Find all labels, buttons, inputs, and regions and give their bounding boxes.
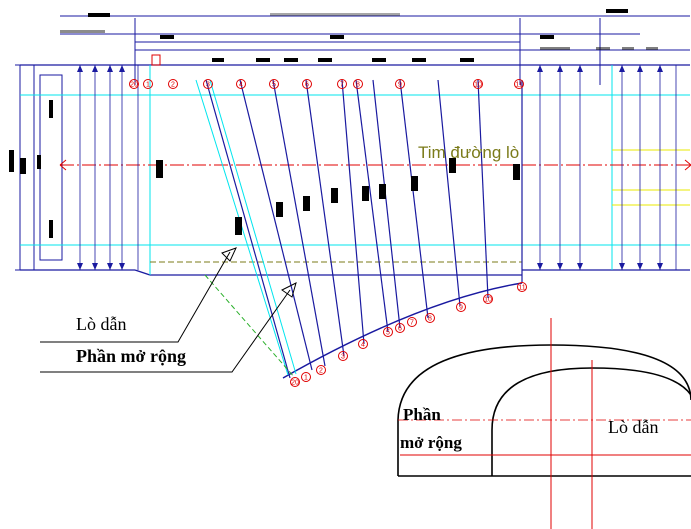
svg-text:20: 20 xyxy=(291,380,299,387)
svg-text:7: 7 xyxy=(340,82,344,89)
svg-text:9: 9 xyxy=(398,82,402,89)
svg-text:6: 6 xyxy=(398,326,402,333)
marker-top-10: 10 xyxy=(473,79,483,89)
marker-top-20: 20 xyxy=(129,79,139,89)
svg-text:4: 4 xyxy=(239,82,243,89)
marker-arc-20: 20 xyxy=(290,377,300,387)
section-inner-arch xyxy=(491,367,691,476)
tunnel-walls xyxy=(20,64,690,276)
marker-arc-2: 2 xyxy=(316,365,326,375)
cross-section: Phần mở rộng Lò dẫn xyxy=(397,318,691,529)
marker-arc-3: 3 xyxy=(338,351,348,361)
tim-duong-lo-label: Tim đường lò xyxy=(418,143,519,162)
marker-top-3: 3 xyxy=(203,79,213,89)
marker-arc-7: 7 xyxy=(407,317,417,327)
fan-lines xyxy=(239,79,489,371)
marker-top-2: 2 xyxy=(168,79,178,89)
marker-arc-1: 1 xyxy=(301,372,311,382)
marker-top-8: 8 xyxy=(353,79,363,89)
svg-text:8: 8 xyxy=(428,316,432,323)
support-lines xyxy=(79,65,677,270)
yellow-lines xyxy=(612,149,690,206)
svg-text:1: 1 xyxy=(304,375,308,382)
marker-top-5: 5 xyxy=(269,79,279,89)
lo-dan-arrowhead xyxy=(221,247,237,262)
marker-top-9: 9 xyxy=(395,79,405,89)
svg-text:7: 7 xyxy=(410,320,414,327)
marker-top-6: 6 xyxy=(302,79,312,89)
marker-top-7: 7 xyxy=(337,79,347,89)
svg-text:4: 4 xyxy=(361,342,365,349)
phan-mo-rong-label: Phần mở rộng xyxy=(76,346,186,366)
svg-text:11: 11 xyxy=(515,82,522,89)
section-lo-dan-label: Lò dẫn xyxy=(608,417,658,437)
marker-arc-10: 10 xyxy=(483,294,493,304)
marker-arc-5: 5 xyxy=(383,327,393,337)
cyan-lines xyxy=(20,65,690,275)
marker-arc-6: 6 xyxy=(395,323,405,333)
section-phan-label: Phần xyxy=(403,405,441,424)
lo-dan-label: Lò dẫn xyxy=(76,314,126,334)
svg-text:11: 11 xyxy=(518,285,525,292)
green-dashed-line xyxy=(204,274,296,379)
bolt-markers xyxy=(20,54,520,235)
top-markers: 20 1 2 3 4 5 6 7 8 9 10 11 xyxy=(129,79,524,89)
phan-mo-rong-leader xyxy=(40,289,291,373)
section-mo-rong-label: mở rộng xyxy=(400,433,462,452)
section-outer-arch xyxy=(397,344,691,476)
svg-text:5: 5 xyxy=(386,330,390,337)
svg-text:2: 2 xyxy=(319,368,323,375)
marker-arc-8: 8 xyxy=(425,313,435,323)
dimension-text-blocks xyxy=(60,9,658,62)
expansion-arc xyxy=(282,282,523,379)
arc-markers: 20 1 2 3 4 5 6 7 8 9 10 11 xyxy=(290,282,527,387)
marker-top-11: 11 xyxy=(514,79,524,89)
svg-text:9: 9 xyxy=(459,305,463,312)
marker-top-4: 4 xyxy=(236,79,246,89)
phan-mo-rong-arrowhead xyxy=(281,282,297,298)
svg-text:2: 2 xyxy=(171,82,175,89)
svg-text:3: 3 xyxy=(206,82,210,89)
svg-text:1: 1 xyxy=(146,82,150,89)
svg-text:20: 20 xyxy=(130,82,138,89)
svg-text:10: 10 xyxy=(484,297,492,304)
marker-top-1: 1 xyxy=(143,79,153,89)
lo-dan-leader xyxy=(40,251,231,343)
svg-text:3: 3 xyxy=(341,354,345,361)
svg-text:8: 8 xyxy=(356,82,360,89)
top-dimension-lines xyxy=(60,15,690,85)
svg-text:10: 10 xyxy=(474,82,482,89)
wall-arrowheads xyxy=(77,65,663,270)
marker-arc-4: 4 xyxy=(358,339,368,349)
arc-start-line xyxy=(205,79,291,379)
marker-arc-9: 9 xyxy=(456,302,466,312)
marker-arc-11: 11 xyxy=(517,282,527,292)
svg-text:5: 5 xyxy=(272,82,276,89)
svg-text:6: 6 xyxy=(305,82,309,89)
centerline-end-ticks xyxy=(59,159,691,171)
left-dimension-text xyxy=(9,100,53,238)
